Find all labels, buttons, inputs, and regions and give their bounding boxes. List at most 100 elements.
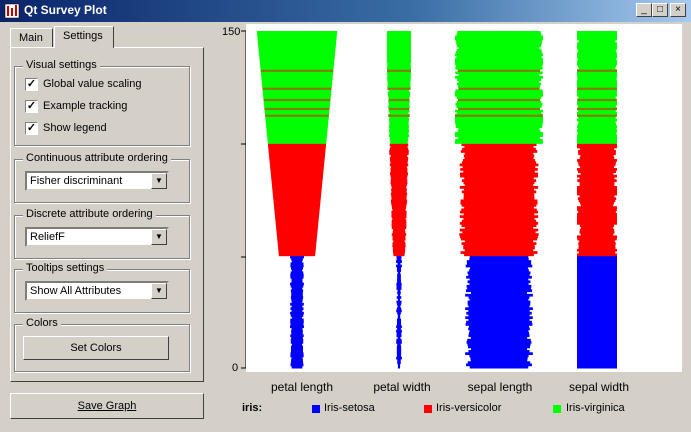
- survey-bar: [455, 64, 543, 68]
- survey-bar: [468, 345, 530, 349]
- tab-settings[interactable]: Settings: [54, 26, 114, 48]
- chevron-down-icon[interactable]: ▼: [151, 283, 167, 299]
- survey-bar: [461, 224, 537, 227]
- survey-bar: [390, 174, 408, 178]
- survey-bar: [387, 48, 411, 52]
- survey-bar: [290, 323, 304, 326]
- survey-bar: [579, 183, 615, 187]
- survey-bar: [387, 80, 411, 84]
- survey-bar: [455, 116, 543, 120]
- survey-bar: [388, 89, 410, 93]
- survey-bar: [291, 293, 303, 297]
- survey-bar: [389, 123, 409, 126]
- save-graph-button[interactable]: Save Graph: [10, 393, 204, 419]
- minimize-button[interactable]: _: [636, 3, 652, 17]
- survey-bar: [580, 203, 614, 207]
- survey-bar: [463, 212, 535, 216]
- discrete-ordering-select[interactable]: ReliefF ▼: [25, 227, 169, 247]
- survey-bar: [275, 219, 319, 223]
- survey-bar: [291, 365, 303, 369]
- survey-bar: [459, 210, 539, 214]
- survey-bar: [272, 186, 322, 189]
- survey-bar: [467, 287, 531, 290]
- survey-bar: [291, 316, 303, 320]
- survey-bar: [270, 172, 324, 176]
- survey-bar: [396, 334, 402, 338]
- survey-bar: [461, 179, 537, 183]
- survey-bar: [577, 305, 617, 308]
- maximize-button[interactable]: □: [652, 3, 668, 17]
- survey-bar: [275, 215, 319, 218]
- survey-bar: [274, 212, 320, 216]
- chevron-down-icon[interactable]: ▼: [151, 229, 167, 245]
- survey-bar: [269, 161, 325, 165]
- survey-plot-svg: [256, 31, 617, 369]
- survey-bar: [464, 226, 534, 230]
- survey-bar: [577, 100, 617, 104]
- survey-bar: [397, 318, 401, 322]
- survey-bar: [577, 298, 617, 302]
- survey-bar: [290, 320, 304, 324]
- survey-bar: [577, 311, 617, 315]
- survey-bar: [290, 264, 304, 268]
- survey-bar: [577, 325, 617, 329]
- survey-bar: [577, 323, 617, 326]
- survey-bar: [461, 143, 537, 147]
- survey-bar: [389, 127, 409, 131]
- tab-main[interactable]: Main: [10, 28, 53, 47]
- survey-plot-canvas[interactable]: [246, 24, 682, 372]
- survey-bar: [577, 141, 617, 144]
- survey-bar: [577, 352, 617, 356]
- survey-bar: [267, 141, 327, 144]
- survey-bar: [389, 138, 409, 142]
- survey-bar: [577, 168, 617, 171]
- survey-bar: [577, 46, 617, 50]
- survey-bar: [257, 37, 337, 41]
- survey-bar: [578, 109, 616, 113]
- survey-bar: [469, 255, 529, 259]
- survey-bar: [258, 48, 336, 52]
- survey-bar: [392, 230, 406, 234]
- survey-bar: [577, 219, 617, 223]
- survey-bar: [577, 217, 617, 221]
- tooltips-select[interactable]: Show All Attributes ▼: [25, 281, 169, 301]
- survey-bar: [460, 199, 538, 203]
- survey-bar: [579, 181, 615, 185]
- survey-bar: [470, 291, 528, 295]
- survey-bar: [387, 62, 411, 66]
- survey-bar: [397, 365, 401, 369]
- survey-bar: [396, 284, 402, 288]
- survey-bar: [290, 361, 304, 365]
- survey-bar: [387, 33, 411, 36]
- close-button[interactable]: ×: [670, 3, 686, 17]
- survey-bar: [263, 96, 331, 99]
- survey-bar: [266, 125, 328, 129]
- survey-bar: [577, 129, 617, 133]
- survey-bar: [577, 255, 617, 259]
- set-colors-button[interactable]: Set Colors: [23, 336, 169, 360]
- survey-bar: [459, 233, 539, 236]
- survey-bar: [463, 192, 535, 196]
- survey-bar: [577, 37, 617, 41]
- survey-bar: [455, 102, 543, 106]
- survey-bar: [577, 284, 617, 288]
- survey-bar: [577, 343, 617, 347]
- survey-bar: [290, 311, 304, 315]
- survey-bar: [577, 145, 617, 149]
- continuous-ordering-select[interactable]: Fisher discriminant ▼: [25, 171, 169, 191]
- survey-bar: [456, 48, 542, 52]
- survey-bar: [580, 201, 614, 205]
- chevron-down-icon[interactable]: ▼: [151, 173, 167, 189]
- survey-bar: [290, 345, 304, 349]
- survey-bar: [387, 57, 411, 61]
- continuous-ordering-label: Continuous attribute ordering: [23, 152, 171, 164]
- survey-bar: [291, 343, 303, 347]
- survey-bar: [455, 53, 543, 57]
- survey-bar: [578, 251, 616, 254]
- survey-bar: [577, 278, 617, 281]
- survey-bar: [263, 102, 331, 106]
- survey-bar: [390, 168, 408, 171]
- survey-bar: [465, 293, 533, 297]
- survey-bar: [262, 89, 332, 93]
